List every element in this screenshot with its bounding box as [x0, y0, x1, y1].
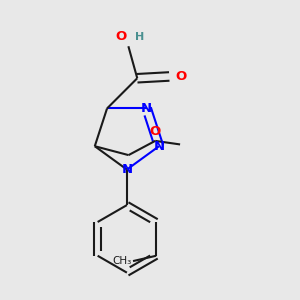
Text: O: O — [150, 125, 161, 138]
Text: O: O — [176, 70, 187, 83]
Text: O: O — [115, 30, 127, 43]
Text: N: N — [153, 140, 165, 153]
Text: N: N — [141, 102, 152, 115]
Text: H: H — [135, 32, 144, 42]
Text: N: N — [121, 163, 133, 176]
Text: CH₃: CH₃ — [112, 256, 131, 266]
